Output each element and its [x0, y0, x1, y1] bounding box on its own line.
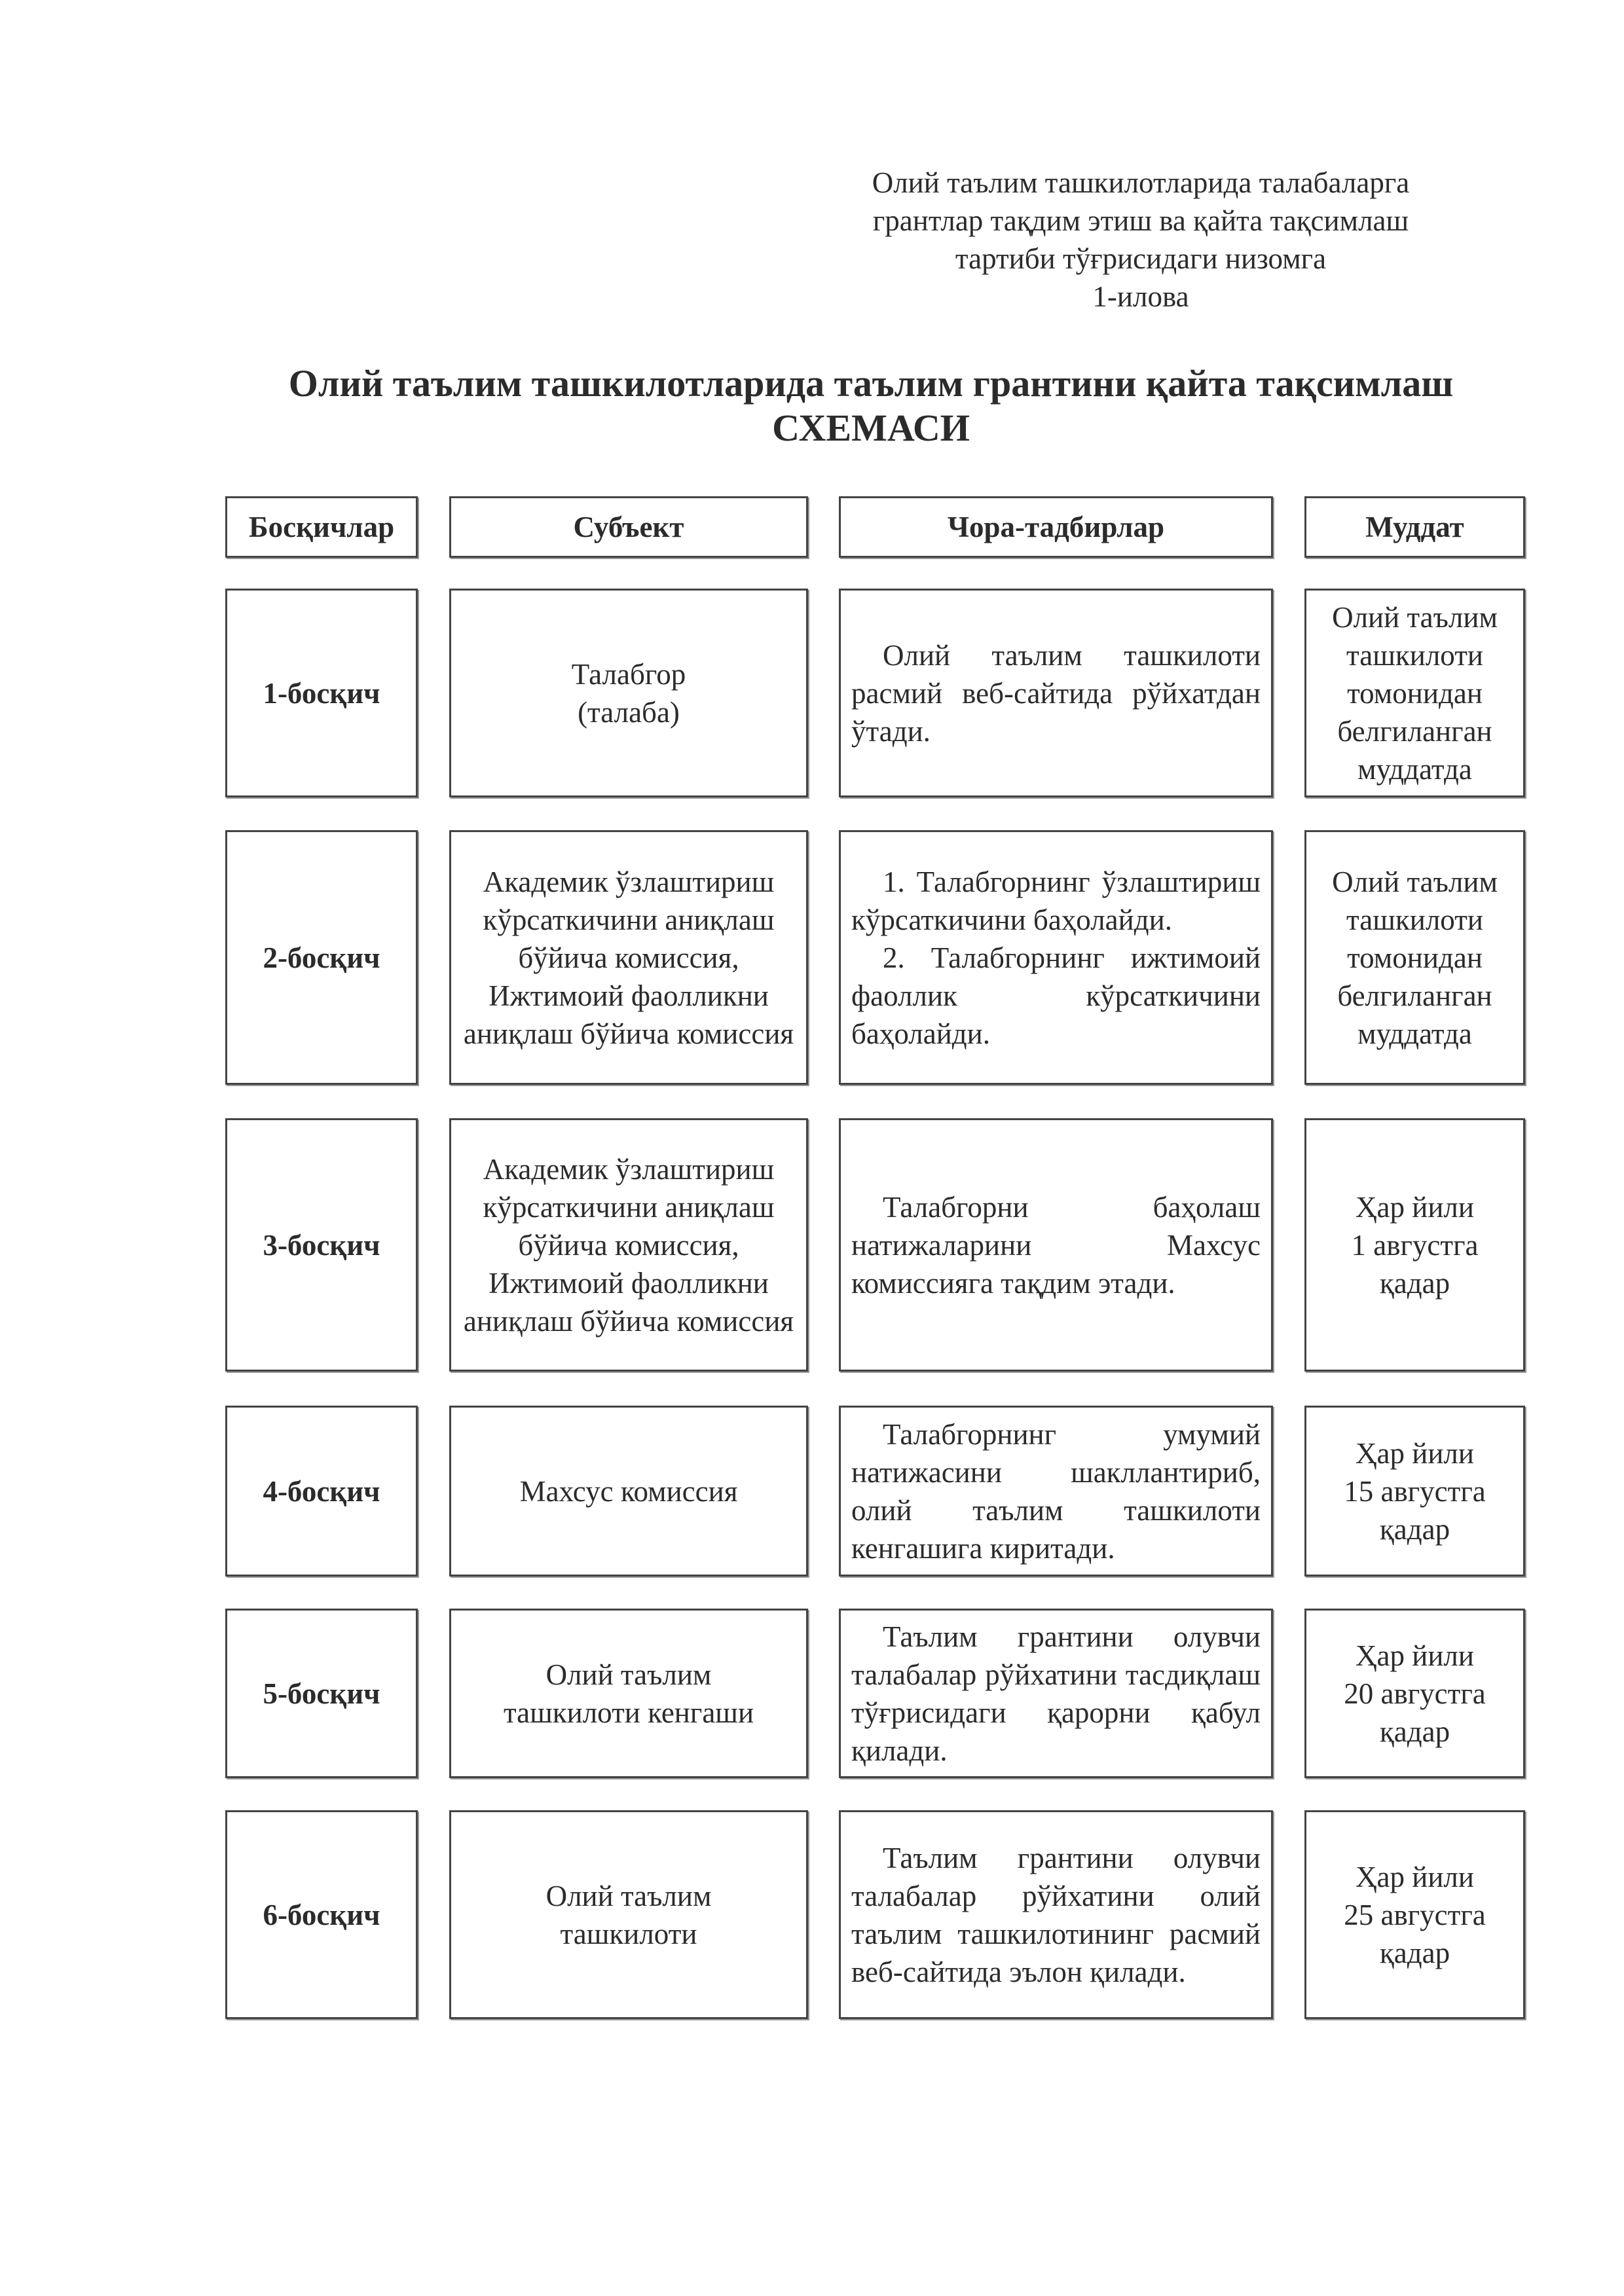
subject-text: ташкилоти кенгаши: [503, 1696, 754, 1729]
deadline-text: Ҳар йили: [1356, 1860, 1474, 1893]
deadline-text: Олий таълим: [1332, 865, 1498, 898]
deadline-cell: Олий таълим ташкилоти томонидан белгиланган…: [1304, 589, 1525, 797]
deadline-text: 20 августга: [1344, 1677, 1486, 1710]
subject-cell: Талабгор (талаба): [449, 589, 808, 797]
stage-label: 2-босқич: [263, 941, 380, 974]
deadline-text: Ҳар йили: [1356, 1436, 1474, 1470]
deadline-text: ташкилоти: [1346, 903, 1483, 936]
subject-text: Академик ўзлаштириш кўрсаткичини аниқлаш…: [483, 1152, 775, 1262]
stage-label: 1-босқич: [263, 676, 380, 710]
stage-cell: 5-босқич: [225, 1609, 418, 1778]
actions-cell: 1. Талабгорнинг ўзлаштириш кўрсаткичини …: [839, 830, 1273, 1085]
actions-cell: Таълим грантини олувчи талабалар рўйхати…: [839, 1609, 1273, 1778]
deadline-text: муддатда: [1357, 752, 1472, 786]
subject-text: Талабгор: [571, 657, 686, 691]
actions-cell: Таълим грантини олувчи талабалар рўйхати…: [839, 1810, 1273, 2019]
actions-cell: Олий таълим ташкилоти расмий веб-сайтида…: [839, 589, 1273, 797]
header-label: Субъект: [573, 511, 684, 543]
stage-label: 5-босқич: [263, 1677, 380, 1710]
subject-cell: Олий таълим ташкилоти: [449, 1810, 808, 2019]
deadline-text: Ҳар йили: [1356, 1639, 1474, 1672]
annex-line: Олий таълим ташкилотларида талабаларга: [872, 166, 1410, 199]
subject-cell: Махсус комиссия: [449, 1406, 808, 1576]
deadline-text: Олий таълим: [1332, 600, 1498, 634]
deadline-text: 1 августга: [1351, 1228, 1479, 1262]
stage-cell: 1-босқич: [225, 589, 418, 797]
annex-line: грантлар тақдим этиш ва қайта тақсимлаш: [872, 204, 1409, 237]
subject-cell: Олий таълим ташкилоти кенгаши: [449, 1609, 808, 1778]
deadline-text: қадар: [1379, 1715, 1450, 1748]
header-stages: Босқичлар: [225, 496, 418, 558]
subject-text: Махсус комиссия: [519, 1474, 738, 1508]
actions-cell: Талабгорнинг умумий натижасини шаклланти…: [839, 1406, 1273, 1576]
stage-label: 3-босқич: [263, 1228, 380, 1262]
deadline-text: томонидан: [1347, 676, 1483, 710]
stage-label: 6-босқич: [263, 1898, 380, 1931]
header-label: Чора-тадбирлар: [947, 511, 1165, 543]
subject-text: Олий таълим: [545, 1879, 712, 1912]
deadline-text: 15 августга: [1344, 1474, 1486, 1508]
annex-reference: Олий таълим ташкилотларида талабаларга г…: [813, 164, 1468, 316]
subject-cell: Академик ўзлаштириш кўрсаткичини аниқлаш…: [449, 1118, 808, 1372]
deadline-text: ташкилоти: [1346, 638, 1483, 672]
subject-text: Олий таълим: [545, 1658, 712, 1691]
subject-text: Ижтимоий фаолликни аниқлаш бўйича комисс…: [463, 1266, 794, 1338]
header-subject: Субъект: [449, 496, 808, 558]
action-text: 1. Талабгорнинг ўзлаштириш кўрсаткичини …: [851, 865, 1261, 936]
deadline-cell: Олий таълим ташкилоти томонидан белгиланган…: [1304, 830, 1525, 1085]
deadline-text: қадар: [1379, 1512, 1450, 1546]
subject-text: ташкилоти: [560, 1917, 697, 1950]
title-line: Олий таълим ташкилотларида таълим гранти…: [288, 362, 1454, 405]
deadline-cell: Ҳар йили 25 августга қадар: [1304, 1810, 1525, 2019]
deadline-cell: Ҳар йили 15 августга қадар: [1304, 1406, 1525, 1576]
deadline-text: 25 августга: [1344, 1898, 1486, 1931]
annex-number: 1-илова: [1092, 280, 1189, 313]
action-text: Таълим грантини олувчи талабалар рўйхати…: [851, 1841, 1261, 1988]
header-actions: Чора-тадбирлар: [839, 496, 1273, 558]
action-text: Олий таълим ташкилоти расмий веб-сайтида…: [851, 638, 1261, 748]
deadline-text: томонидан: [1347, 941, 1483, 974]
deadline-cell: Ҳар йили 20 августга қадар: [1304, 1609, 1525, 1778]
stage-cell: 3-босқич: [225, 1118, 418, 1372]
deadline-text: қадар: [1379, 1266, 1450, 1300]
deadline-text: белгиланган: [1337, 714, 1492, 748]
annex-line: тартиби тўғрисидаги низомга: [955, 242, 1327, 275]
action-text: 2. Талабгорнинг ижтимоий фаоллик кўрсатк…: [851, 941, 1261, 1050]
subject-text: Академик ўзлаштириш кўрсаткичини аниқлаш…: [483, 865, 775, 974]
stage-cell: 6-босқич: [225, 1810, 418, 2019]
deadline-text: Ҳар йили: [1356, 1190, 1474, 1224]
action-text: Талабгорни баҳолаш натижаларини Махсус к…: [851, 1190, 1261, 1300]
deadline-text: белгиланган: [1337, 979, 1492, 1012]
action-text: Таълим грантини олувчи талабалар рўйхати…: [851, 1620, 1261, 1767]
document-title: Олий таълим ташкилотларида таълим гранти…: [196, 361, 1545, 450]
header-label: Босқичлар: [248, 511, 395, 543]
action-text: Талабгорнинг умумий натижасини шаклланти…: [851, 1417, 1261, 1565]
subject-cell: Академик ўзлаштириш кўрсаткичини аниқлаш…: [449, 830, 808, 1085]
stage-cell: 4-босқич: [225, 1406, 418, 1576]
subject-text: Ижтимоий фаолликни аниқлаш бўйича комисс…: [463, 979, 794, 1050]
header-deadline: Муддат: [1304, 496, 1525, 558]
header-label: Муддат: [1365, 511, 1464, 543]
deadline-cell: Ҳар йили 1 августга қадар: [1304, 1118, 1525, 1372]
actions-cell: Талабгорни баҳолаш натижаларини Махсус к…: [839, 1118, 1273, 1372]
title-line: СХЕМАСИ: [772, 407, 970, 449]
stage-cell: 2-босқич: [225, 830, 418, 1085]
deadline-text: муддатда: [1357, 1017, 1472, 1050]
deadline-text: қадар: [1379, 1936, 1450, 1969]
subject-text: (талаба): [578, 695, 680, 729]
stage-label: 4-босқич: [263, 1474, 380, 1508]
